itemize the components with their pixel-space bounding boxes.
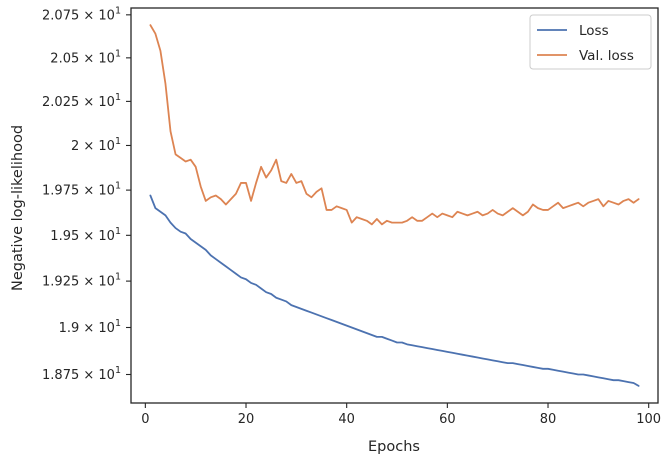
y-tick-label: 1.975 × 101 xyxy=(42,181,121,199)
y-tick-label: 2 × 101 xyxy=(71,136,121,154)
legend: Loss Val. loss xyxy=(529,14,652,70)
y-tick-label: 1.9 × 101 xyxy=(59,318,121,336)
x-tick-label: 100 xyxy=(636,412,661,427)
legend-label-val-loss: Val. loss xyxy=(579,48,634,64)
y-tick-label: 1.925 × 101 xyxy=(42,272,121,290)
x-tick-label: 60 xyxy=(439,412,456,427)
y-axis-title: Negative log-likelihood xyxy=(10,125,26,291)
x-tick-label: 20 xyxy=(238,412,255,427)
x-axis-ticks: 0 20 40 60 80 100 xyxy=(141,403,661,427)
y-tick-label: 2.075 × 101 xyxy=(42,5,121,23)
series-line-loss xyxy=(149,194,640,387)
y-axis-ticks: 1.875 × 101 1.9 × 101 1.925 × 101 1.95 × 10… xyxy=(42,5,131,383)
x-axis-title: Epochs xyxy=(368,439,420,455)
plot-frame xyxy=(130,7,659,404)
y-tick-label: 2.025 × 101 xyxy=(42,92,121,110)
x-tick-label: 40 xyxy=(338,412,355,427)
x-tick-label: 0 xyxy=(141,412,149,427)
y-tick-label: 2.05 × 101 xyxy=(50,48,121,66)
y-tick-label: 1.95 × 101 xyxy=(50,226,121,244)
series-lines xyxy=(149,24,640,387)
series-line-val-loss xyxy=(149,24,640,226)
y-tick-label: 1.875 × 101 xyxy=(42,365,121,383)
legend-label-loss: Loss xyxy=(579,23,609,39)
x-tick-label: 80 xyxy=(540,412,557,427)
